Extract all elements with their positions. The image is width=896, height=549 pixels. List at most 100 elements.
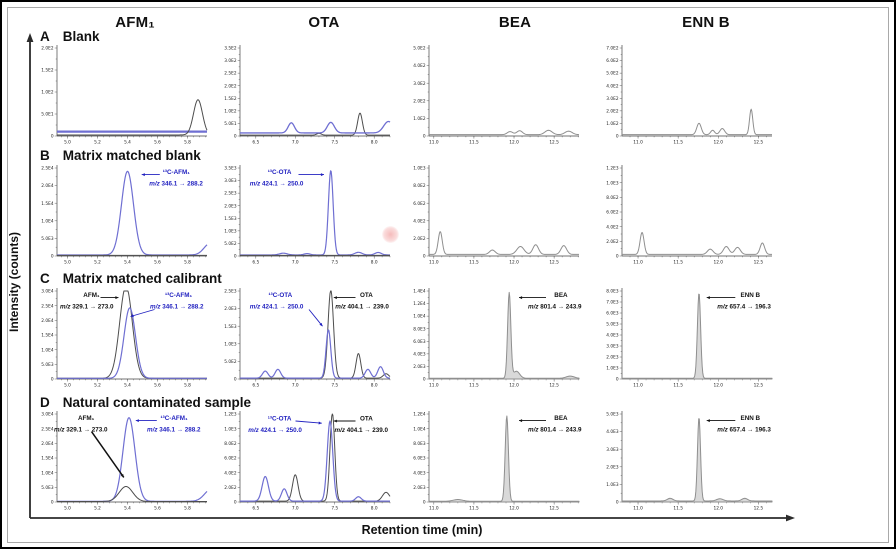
svg-text:1.0E3: 1.0E3 — [224, 426, 237, 432]
row-title: Matrix matched calibrant — [62, 271, 222, 286]
svg-text:8.0: 8.0 — [371, 383, 378, 389]
svg-text:12.0: 12.0 — [713, 140, 723, 146]
svg-text:¹³C-AFM₁: ¹³C-AFM₁ — [161, 415, 188, 422]
svg-text:11.0: 11.0 — [429, 260, 439, 266]
panel-calibrant-bea: 1.4E4 1.2E4 1.0E4 8.0E3 6.0E3 4.0E3 2.0E3 011.0… — [413, 288, 582, 389]
svg-text:1.0E3: 1.0E3 — [224, 228, 237, 234]
svg-text:1.0E2: 1.0E2 — [606, 121, 619, 127]
svg-text:8.0E3: 8.0E3 — [413, 326, 426, 332]
svg-text:OTA: OTA — [360, 292, 373, 299]
svg-text:0: 0 — [51, 500, 54, 506]
svg-text:¹³C-AFM₁: ¹³C-AFM₁ — [163, 169, 190, 176]
panel-sample-bea: 1.2E4 1.0E4 8.0E3 6.0E3 4.0E3 2.0E3 011.0 11.5 1… — [413, 411, 582, 512]
svg-text:7.0: 7.0 — [292, 140, 299, 146]
svg-text:5.4: 5.4 — [124, 383, 131, 389]
svg-text:6.0E2: 6.0E2 — [413, 201, 426, 207]
svg-text:0: 0 — [234, 500, 237, 506]
svg-text:12.5: 12.5 — [549, 140, 559, 146]
column-header-ota: OTA — [308, 14, 340, 31]
svg-text:5.8: 5.8 — [184, 260, 191, 266]
svg-text:m/z 657.4 → 196.3: m/z 657.4 → 196.3 — [717, 426, 771, 433]
svg-text:3.0E3: 3.0E3 — [224, 178, 237, 184]
svg-text:5.0E3: 5.0E3 — [41, 362, 54, 368]
svg-text:3.5E2: 3.5E2 — [224, 46, 237, 52]
svg-text:11.5: 11.5 — [673, 383, 683, 389]
svg-text:12.5: 12.5 — [754, 506, 764, 512]
svg-text:5.0E3: 5.0E3 — [41, 485, 54, 491]
svg-text:6.0E2: 6.0E2 — [606, 210, 619, 216]
svg-text:¹³C-OTA: ¹³C-OTA — [268, 415, 292, 422]
row-letter: B — [40, 148, 50, 163]
panel-blank-ennb: 7.0E2 6.0E2 5.0E2 4.0E2 3.0E2 2.0E2 1.0E2 0 11.0… — [606, 45, 772, 146]
svg-text:12.5: 12.5 — [549, 383, 559, 389]
svg-text:7.5: 7.5 — [331, 140, 338, 146]
svg-text:¹³C-OTA: ¹³C-OTA — [269, 292, 293, 299]
svg-text:11.5: 11.5 — [469, 506, 479, 512]
svg-text:1.2E4: 1.2E4 — [413, 301, 426, 307]
svg-text:6.0E2: 6.0E2 — [606, 58, 619, 64]
svg-text:12.0: 12.0 — [509, 140, 519, 146]
svg-text:8.0: 8.0 — [371, 140, 378, 146]
svg-text:11.5: 11.5 — [673, 506, 683, 512]
svg-text:3.0E2: 3.0E2 — [413, 81, 426, 87]
svg-text:1.0E4: 1.0E4 — [41, 470, 54, 476]
svg-text:4.0E2: 4.0E2 — [224, 470, 237, 476]
svg-text:5.0: 5.0 — [64, 383, 71, 389]
svg-text:1.0E3: 1.0E3 — [413, 166, 426, 172]
row-title: Matrix matched blank — [62, 148, 201, 163]
column-header-bea: BEA — [498, 14, 532, 31]
svg-text:5.6: 5.6 — [154, 260, 161, 266]
svg-text:1.5E2: 1.5E2 — [41, 68, 54, 74]
svg-text:8.0E2: 8.0E2 — [606, 195, 619, 201]
svg-text:11.5: 11.5 — [469, 140, 479, 146]
svg-text:¹³C-OTA: ¹³C-OTA — [268, 169, 292, 176]
svg-text:5.8: 5.8 — [184, 506, 191, 512]
row-label-c: C Matrix matched calibrant — [40, 271, 222, 286]
svg-text:11.0: 11.0 — [429, 140, 439, 146]
svg-text:1.5E4: 1.5E4 — [41, 201, 54, 207]
svg-text:5.6: 5.6 — [154, 506, 161, 512]
svg-text:11.5: 11.5 — [469, 383, 479, 389]
svg-text:5.4: 5.4 — [124, 506, 131, 512]
svg-text:2.0E2: 2.0E2 — [606, 239, 619, 245]
svg-text:1.0E3: 1.0E3 — [606, 366, 619, 372]
svg-text:2.0E2: 2.0E2 — [224, 485, 237, 491]
svg-text:1.0E4: 1.0E4 — [413, 426, 426, 432]
svg-text:2.0E3: 2.0E3 — [224, 306, 237, 312]
row-letter: D — [40, 395, 50, 410]
svg-text:5.8: 5.8 — [184, 140, 191, 146]
svg-text:2.5E4: 2.5E4 — [41, 303, 54, 309]
svg-text:5.0E2: 5.0E2 — [606, 71, 619, 77]
svg-text:4.0E3: 4.0E3 — [413, 470, 426, 476]
svg-text:2.5E2: 2.5E2 — [224, 71, 237, 77]
svg-text:11.5: 11.5 — [469, 260, 479, 266]
svg-text:8.0: 8.0 — [371, 506, 378, 512]
svg-text:m/z 424.1 → 250.0: m/z 424.1 → 250.0 — [250, 303, 304, 310]
svg-text:7.0: 7.0 — [292, 260, 299, 266]
svg-text:1.0E2: 1.0E2 — [224, 108, 237, 114]
svg-text:2.0E2: 2.0E2 — [606, 108, 619, 114]
x-axis-title: Retention time (min) — [361, 523, 483, 537]
row-title: Blank — [62, 29, 100, 44]
svg-text:6.5: 6.5 — [252, 506, 259, 512]
inner-frame — [7, 7, 889, 543]
svg-text:4.0E2: 4.0E2 — [606, 224, 619, 230]
svg-text:7.5: 7.5 — [331, 506, 338, 512]
svg-text:11.0: 11.0 — [633, 140, 643, 146]
panel-sample-ota: 1.2E3 1.0E3 8.0E2 6.0E2 4.0E2 2.0E2 0 6.5 7.0 7.5… — [224, 411, 391, 512]
svg-text:12.5: 12.5 — [754, 260, 764, 266]
svg-text:0: 0 — [51, 254, 54, 260]
panel-matrixblank-ennb: 1.2E3 1.0E3 8.0E2 6.0E2 4.0E2 2.0E2 0 11.0 11.5 1… — [606, 165, 772, 266]
svg-text:3.0E2: 3.0E2 — [606, 96, 619, 102]
svg-text:1.0E2: 1.0E2 — [413, 116, 426, 122]
svg-text:12.5: 12.5 — [549, 506, 559, 512]
svg-text:OTA: OTA — [360, 415, 373, 422]
panel-blank-ota: 3.5E2 3.0E2 2.5E2 2.0E2 1.5E2 1.0E2 5.0E1 0 6.5 7… — [224, 45, 391, 146]
svg-text:8.0E3: 8.0E3 — [606, 289, 619, 295]
svg-text:1.0E3: 1.0E3 — [224, 341, 237, 347]
svg-text:1.5E3: 1.5E3 — [224, 216, 237, 222]
svg-text:0: 0 — [423, 377, 426, 383]
svg-text:2.0E4: 2.0E4 — [41, 441, 54, 447]
panel-matrixblank-bea: 1.0E3 8.0E2 6.0E2 4.0E2 2.0E2 011.0 11.5 12.0 12… — [413, 165, 579, 266]
